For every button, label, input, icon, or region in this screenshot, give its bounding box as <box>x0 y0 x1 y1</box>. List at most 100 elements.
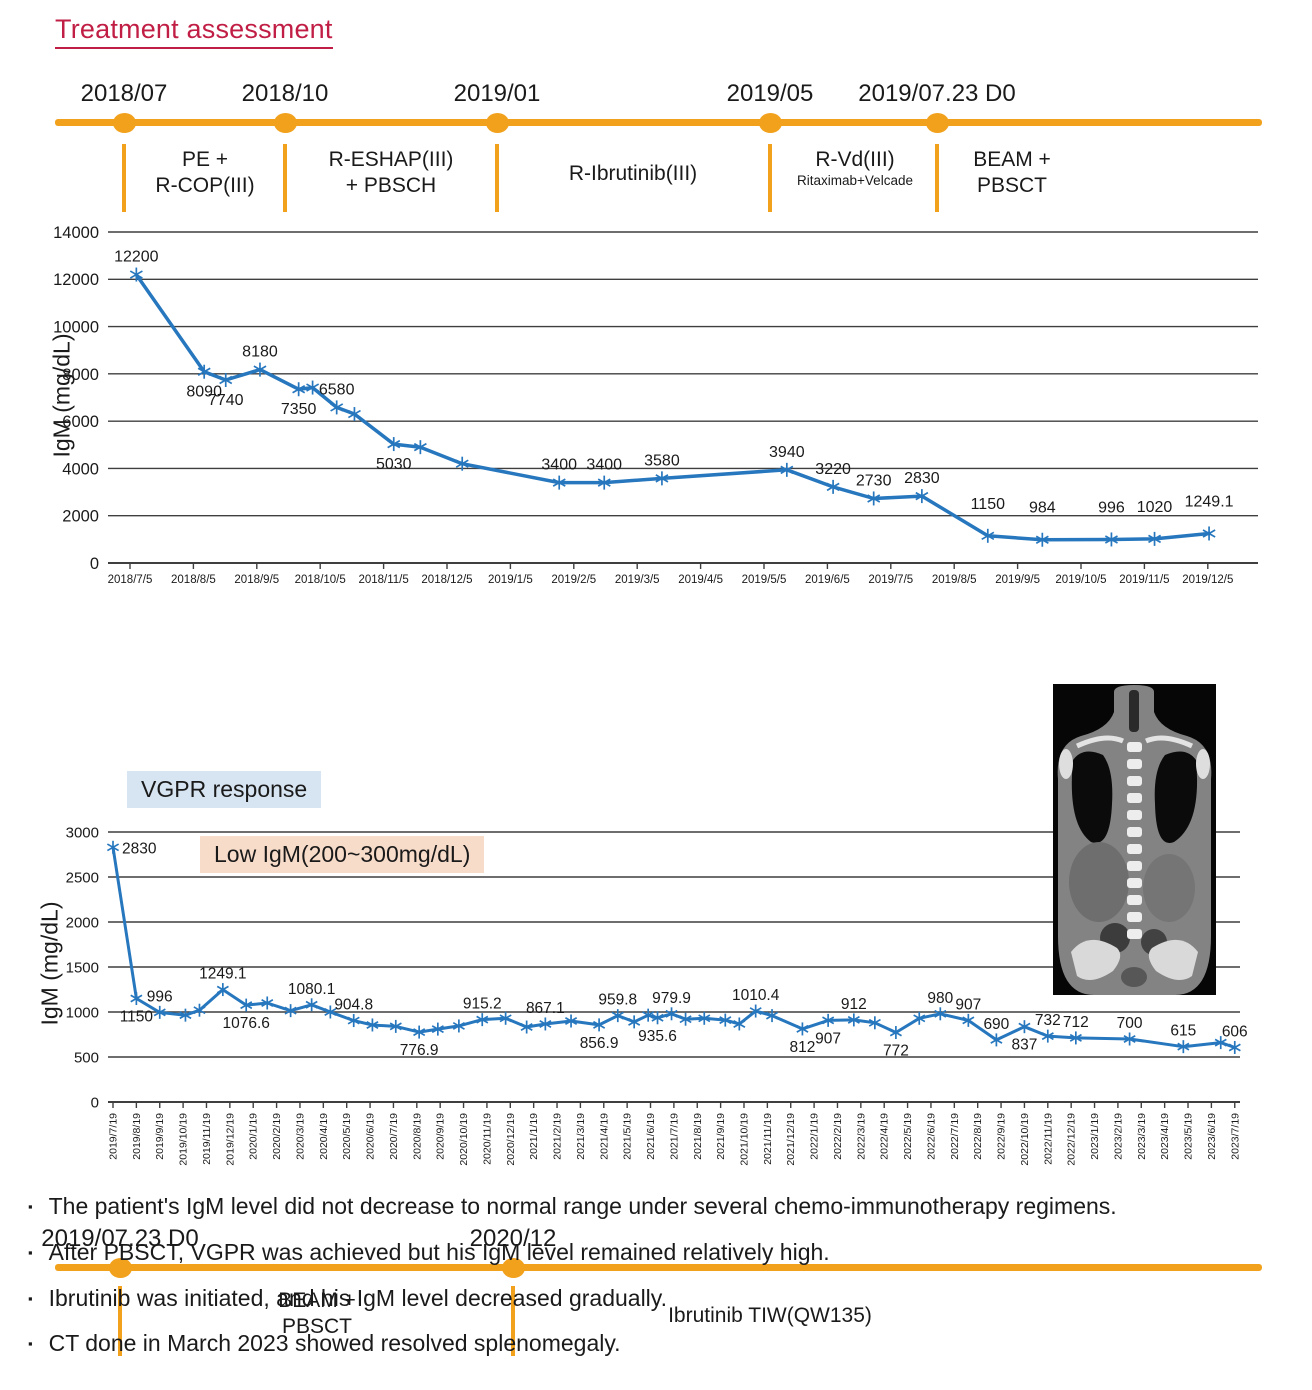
y-tick-label: 2000 <box>66 914 99 931</box>
ct-right-clavicle <box>1144 735 1194 749</box>
x-tick-label: 2022/6/19 <box>925 1113 937 1160</box>
y-tick-label: 14000 <box>53 225 99 242</box>
x-tick-label: 2021/6/19 <box>645 1113 657 1160</box>
data-point-marker <box>915 491 929 501</box>
y-tick-label: 12000 <box>53 271 99 289</box>
summary-bullet-list: ▪ The patient's IgM level did not decreas… <box>22 1192 1302 1375</box>
treatment-name-line: BEAM + <box>973 148 1051 171</box>
data-point-marker <box>822 1016 835 1025</box>
data-point-marker <box>990 1035 1003 1044</box>
data-point-marker <box>698 1014 711 1023</box>
data-point-marker <box>197 367 211 376</box>
timeline-bar <box>55 1264 1262 1271</box>
data-point-label: 959.8 <box>598 992 637 1009</box>
ct-trachea <box>1129 690 1139 732</box>
timeline-date-label: 2018/07 <box>80 80 168 107</box>
x-tick-label: 2019/11/19 <box>201 1113 213 1165</box>
x-tick-label: 2019/10/19 <box>178 1113 190 1166</box>
treatment-name-line: BEAM + <box>278 1289 356 1312</box>
data-point-label: 3400 <box>541 457 577 474</box>
data-point-label: 915.2 <box>463 996 502 1013</box>
treatment-name-line: Ibrutinib TIW(QW135) <box>668 1304 872 1327</box>
data-point-label: 1249.1 <box>199 966 246 983</box>
x-tick-label: 2019/9/5 <box>995 574 1040 586</box>
timeline-divider-tick <box>935 144 939 212</box>
data-point-marker <box>1069 1033 1082 1042</box>
treatment-name-line: PBSCT <box>976 173 1047 197</box>
data-point-marker <box>153 1008 166 1017</box>
data-point-marker <box>1228 1043 1241 1052</box>
x-tick-label: 2020/11/19 <box>481 1113 493 1165</box>
timeline-divider-tick <box>122 144 126 212</box>
x-tick-label: 2020/9/19 <box>435 1113 447 1160</box>
data-point-label: 979.9 <box>652 990 691 1007</box>
low-igm-callout: Low IgM(200~300mg/dL) <box>200 836 485 873</box>
x-tick-label: 2022/2/19 <box>832 1113 844 1160</box>
data-point-marker <box>366 1020 379 1029</box>
x-tick-label: 2021/7/19 <box>668 1113 680 1160</box>
x-tick-label: 2019/4/5 <box>678 574 723 586</box>
y-tick-label: 500 <box>74 1049 99 1066</box>
x-tick-label: 2023/7/19 <box>1229 1113 1241 1160</box>
data-point-marker <box>240 1001 253 1010</box>
timeline-date-label: 2020/12 <box>469 1225 557 1252</box>
timeline-bar <box>55 119 1262 126</box>
ct-spine <box>1127 742 1142 939</box>
bullet-text: CT done in March 2023 showed resolved sp… <box>48 1330 621 1357</box>
timeline-divider-tick <box>511 1286 515 1356</box>
data-point-marker <box>889 1028 902 1037</box>
data-point-marker <box>305 1000 318 1009</box>
data-point-label: 856.9 <box>580 1035 619 1052</box>
data-point-label: 772 <box>883 1043 909 1060</box>
data-point-marker <box>642 1011 655 1020</box>
treatment-segment-label: R-Vd(III) Ritaximab+Velcade <box>797 147 913 188</box>
igm-chart-2019-2023: 0 500 1000 1500 2000 2500 3000 2019/7/19 2019/8/… <box>66 824 1248 1166</box>
timeline-date-label: 2019/01 <box>453 80 541 107</box>
data-point-marker <box>962 1016 975 1025</box>
x-tick-label: 2018/7/5 <box>108 574 153 586</box>
data-point-marker <box>324 1008 337 1016</box>
x-tick-label: 2020/6/19 <box>365 1113 377 1160</box>
timeline-divider-tick <box>768 144 772 212</box>
x-tick-label: 2018/9/5 <box>234 574 279 586</box>
bullet-marker-icon: ▪ <box>28 1244 33 1260</box>
data-point-marker <box>1018 1022 1031 1031</box>
x-tick-label: 2019/10/5 <box>1055 574 1106 586</box>
x-tick-label: 2022/1/19 <box>809 1113 821 1160</box>
data-point-label: 1010.4 <box>732 987 780 1004</box>
x-tick-label: 2022/11/19 <box>1042 1113 1054 1165</box>
data-point-label: 1150 <box>120 1009 154 1026</box>
x-tick-label: 2021/10/19 <box>738 1113 750 1166</box>
data-point-label: 5030 <box>376 456 412 473</box>
data-point-label: 7740 <box>208 392 244 409</box>
x-tick-label: 2020/3/19 <box>294 1113 306 1160</box>
ct-liver <box>1069 842 1129 922</box>
ct-right-pelvis <box>1148 939 1198 980</box>
bullet-item: ▪ After PBSCT, VGPR was achieved but his … <box>22 1238 1302 1267</box>
data-point-marker <box>306 383 320 392</box>
treatment-name-line: PBSCT <box>281 1314 352 1338</box>
x-tick-label: 2019/8/19 <box>131 1113 143 1160</box>
data-point-marker <box>1202 529 1216 538</box>
x-tick-label: 2021/3/19 <box>575 1113 587 1160</box>
data-point-marker <box>1035 535 1049 544</box>
data-point-label: 12200 <box>114 249 159 266</box>
y-tick-label: 2500 <box>66 869 99 886</box>
x-tick-label: 2019/11/5 <box>1119 574 1169 586</box>
data-point-label: 867.1 <box>526 1000 565 1017</box>
ct-left-lung <box>1071 751 1113 843</box>
data-point-label: 837 <box>1011 1037 1037 1054</box>
data-point-marker <box>679 1015 692 1024</box>
y-tick-label: 8000 <box>62 366 99 384</box>
x-tick-label: 2018/12/5 <box>421 574 472 586</box>
data-point-marker <box>733 1019 746 1028</box>
bullet-text: Ibrutinib was initiated, and his IgM lev… <box>48 1284 667 1311</box>
y-tick-label: 10000 <box>53 319 99 337</box>
data-point-label: 907 <box>955 996 981 1013</box>
data-point-marker <box>847 1015 860 1024</box>
data-point-marker <box>651 1013 664 1022</box>
y-tick-label: 2000 <box>62 508 99 526</box>
bullet-item: ▪ CT done in March 2023 showed resolved s… <box>22 1329 1302 1358</box>
data-point-marker <box>749 1007 762 1016</box>
